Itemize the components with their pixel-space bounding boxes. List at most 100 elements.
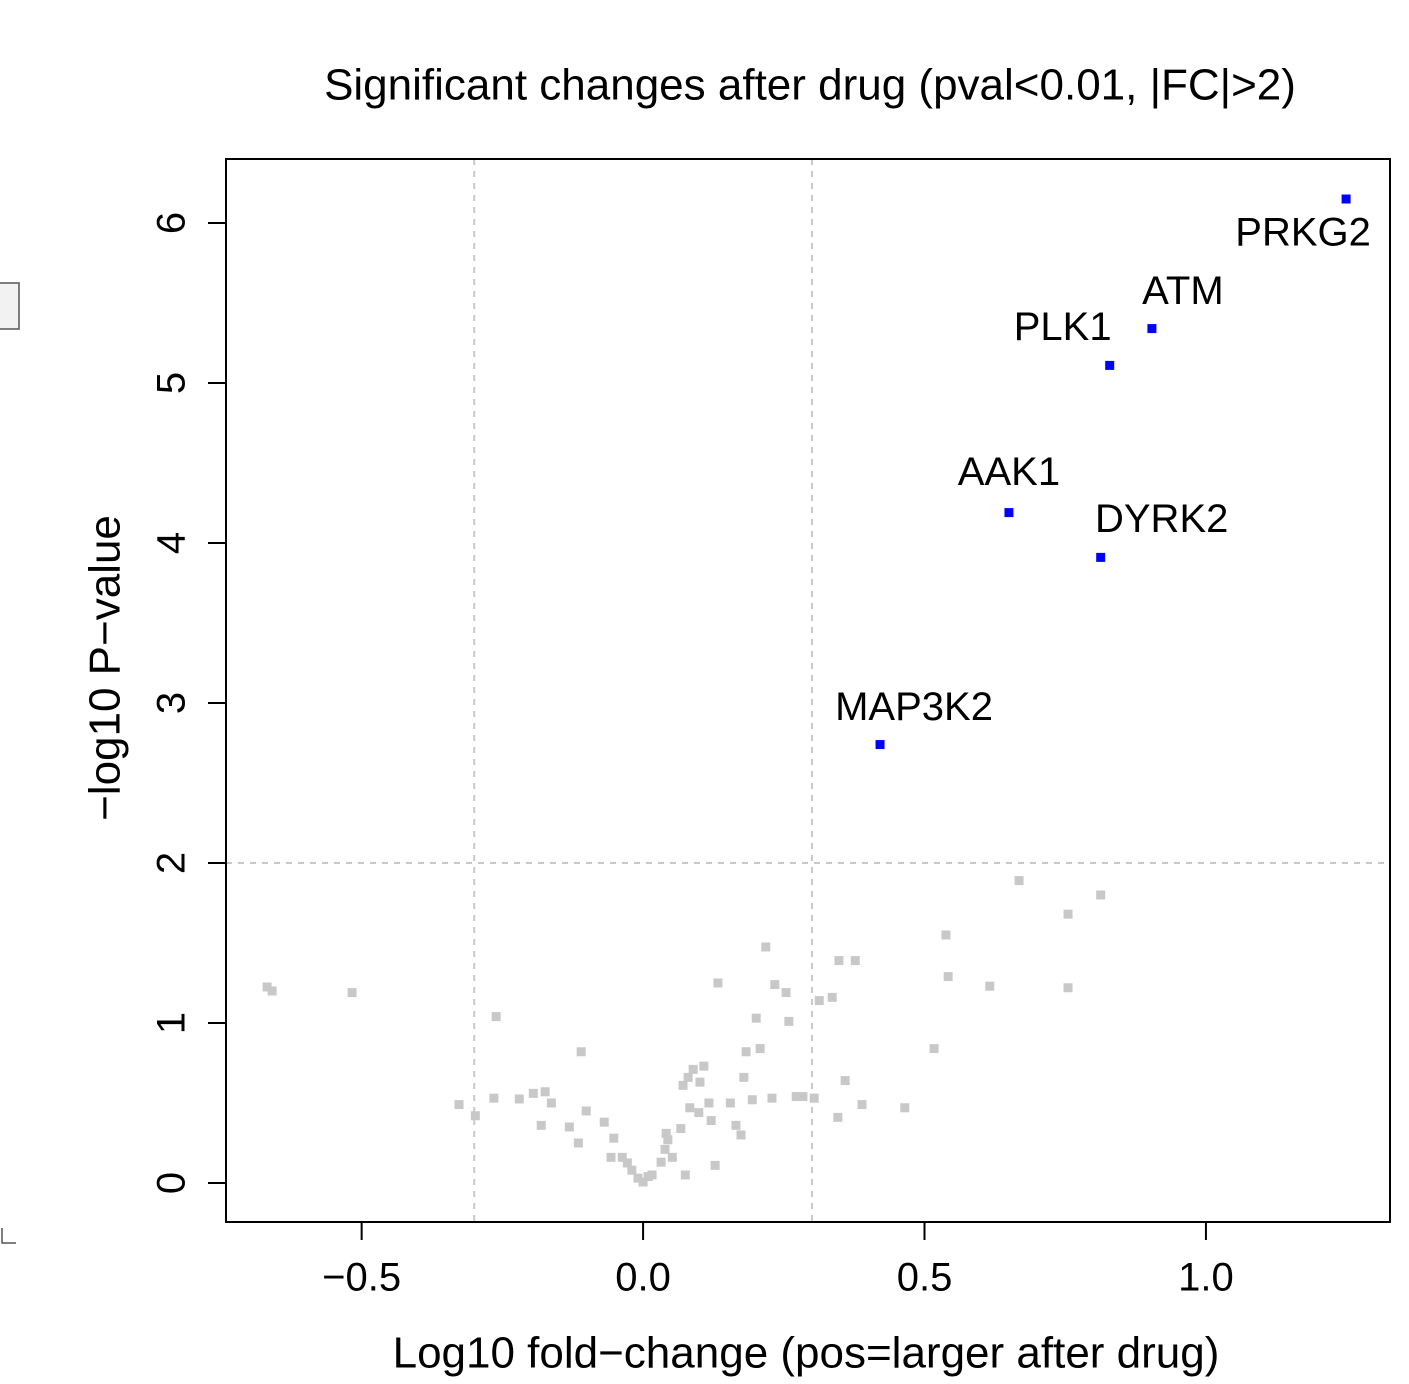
point <box>638 1177 648 1187</box>
point <box>857 1100 867 1110</box>
point <box>1004 508 1014 518</box>
point <box>656 1157 666 1167</box>
point-label: DYRK2 <box>1095 497 1228 541</box>
point <box>546 1098 556 1108</box>
chart-title: Significant changes after drug (pval<0.0… <box>324 61 1296 110</box>
point <box>731 1120 741 1130</box>
x-tick-label: 0.0 <box>615 1256 671 1300</box>
point <box>688 1064 698 1074</box>
y-tick-label: 1 <box>150 1012 194 1034</box>
point <box>683 1072 693 1082</box>
point <box>685 1103 695 1113</box>
point <box>798 1092 808 1102</box>
point-label: PRKG2 <box>1235 211 1371 255</box>
point <box>514 1094 524 1104</box>
point <box>833 1112 843 1122</box>
x-tick-label: 0.5 <box>897 1256 953 1300</box>
point <box>875 740 885 750</box>
point-label: AAK1 <box>958 450 1060 494</box>
point <box>943 972 953 982</box>
point <box>985 981 995 991</box>
point <box>267 986 277 996</box>
point <box>814 996 824 1006</box>
point <box>1341 194 1351 204</box>
point <box>564 1122 574 1132</box>
point <box>695 1077 705 1087</box>
point <box>660 1144 670 1154</box>
point <box>647 1170 657 1180</box>
ui-fragment <box>0 282 20 330</box>
point <box>667 1152 677 1162</box>
y-tick-label: 6 <box>150 212 194 234</box>
y-axis-label: −log10 P−value <box>81 515 130 821</box>
point <box>536 1120 546 1130</box>
point <box>491 1012 501 1022</box>
point-label: ATM <box>1142 269 1223 313</box>
point <box>941 930 951 940</box>
x-tick-label: −0.5 <box>322 1256 401 1300</box>
point <box>262 982 272 992</box>
point <box>617 1152 627 1162</box>
point <box>454 1100 464 1110</box>
y-tick-label: 2 <box>150 852 194 874</box>
point <box>840 1076 850 1086</box>
point <box>834 956 844 966</box>
point <box>781 988 791 998</box>
point <box>540 1087 550 1097</box>
point <box>573 1138 583 1148</box>
point <box>347 988 357 998</box>
point <box>694 1108 704 1118</box>
point <box>1147 324 1157 334</box>
point <box>609 1133 619 1143</box>
point <box>1063 909 1073 919</box>
point <box>827 992 837 1002</box>
point <box>1096 890 1106 900</box>
point <box>710 1160 720 1170</box>
point <box>676 1124 686 1134</box>
x-tick-label: 1.0 <box>1178 1256 1234 1300</box>
point <box>751 1013 761 1023</box>
point <box>678 1080 688 1090</box>
point <box>581 1106 591 1116</box>
point <box>699 1061 709 1071</box>
point <box>809 1093 819 1103</box>
point <box>627 1165 637 1175</box>
point <box>761 942 771 952</box>
point-label: MAP3K2 <box>835 685 993 729</box>
point <box>739 1072 749 1082</box>
y-tick-label: 0 <box>150 1172 194 1194</box>
point <box>663 1135 673 1145</box>
point <box>929 1044 939 1054</box>
point <box>1105 360 1115 370</box>
point <box>528 1088 538 1098</box>
point <box>661 1128 671 1138</box>
point <box>850 956 860 966</box>
point <box>713 978 723 988</box>
point <box>791 1092 801 1102</box>
point <box>704 1098 714 1108</box>
point <box>747 1095 757 1105</box>
point <box>489 1093 499 1103</box>
point <box>770 980 780 990</box>
point <box>599 1117 609 1127</box>
point <box>725 1098 735 1108</box>
point <box>1014 876 1024 886</box>
point <box>1096 552 1106 562</box>
y-tick-label: 4 <box>150 532 194 554</box>
point <box>755 1044 765 1054</box>
point <box>741 1047 751 1057</box>
plot-frame <box>225 158 1391 1223</box>
point <box>633 1173 643 1183</box>
point <box>680 1170 690 1180</box>
point <box>767 1093 777 1103</box>
point-label: PLK1 <box>1014 305 1112 349</box>
ui-fragment <box>1 1228 16 1244</box>
point <box>706 1116 716 1126</box>
point <box>622 1158 632 1168</box>
point <box>1063 983 1073 993</box>
point <box>736 1130 746 1140</box>
point <box>606 1152 616 1162</box>
y-tick-label: 3 <box>150 692 194 714</box>
point <box>576 1047 586 1057</box>
